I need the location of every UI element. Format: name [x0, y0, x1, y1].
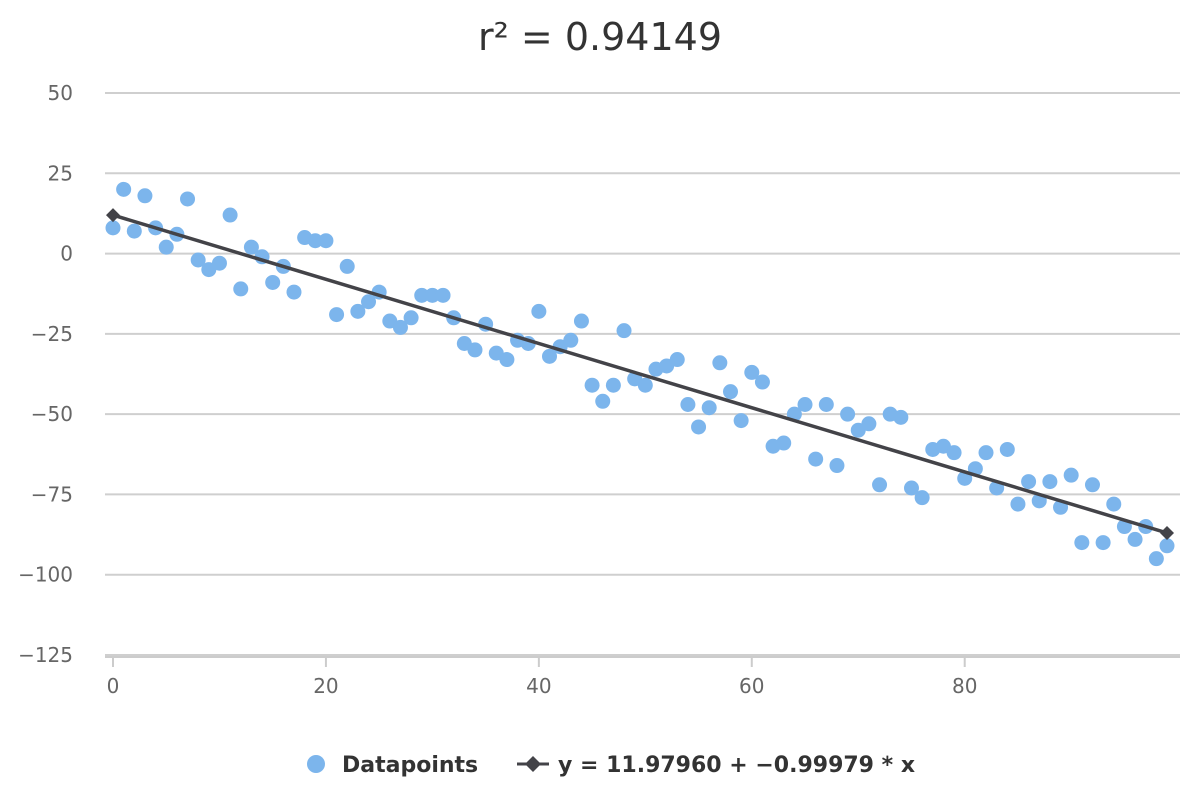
data-point[interactable] — [808, 451, 824, 467]
y-tick-label: 50 — [48, 81, 73, 105]
legend-item-datapoints[interactable]: Datapoints — [307, 753, 478, 778]
data-point[interactable] — [222, 207, 238, 223]
data-point[interactable] — [1021, 474, 1037, 490]
data-point[interactable] — [542, 348, 558, 364]
legend-label-trendline: y = 11.97960 + −0.99979 * x — [558, 753, 915, 778]
data-point[interactable] — [616, 323, 632, 339]
y-tick-label: 25 — [48, 161, 73, 185]
data-point[interactable] — [1074, 535, 1090, 551]
x-tick-label: 80 — [952, 674, 977, 698]
data-point[interactable] — [1095, 535, 1111, 551]
data-point[interactable] — [1127, 531, 1143, 547]
x-tick-label: 20 — [313, 674, 338, 698]
data-point[interactable] — [1159, 538, 1175, 554]
data-point[interactable] — [872, 477, 888, 493]
data-point[interactable] — [467, 342, 483, 358]
data-point[interactable] — [712, 355, 728, 371]
data-point[interactable] — [914, 490, 930, 506]
data-point[interactable] — [339, 258, 355, 274]
data-point[interactable] — [584, 377, 600, 393]
data-point[interactable] — [893, 409, 909, 425]
data-point[interactable] — [861, 416, 877, 432]
chart-title: r² = 0.94149 — [478, 15, 722, 59]
data-point[interactable] — [1042, 474, 1058, 490]
data-point[interactable] — [701, 400, 717, 416]
x-tick-label: 60 — [739, 674, 764, 698]
data-point[interactable] — [158, 239, 174, 255]
data-point[interactable] — [595, 393, 611, 409]
data-point[interactable] — [350, 303, 366, 319]
y-tick-label: −100 — [18, 563, 73, 587]
data-point[interactable] — [754, 374, 770, 390]
data-point[interactable] — [329, 307, 345, 323]
data-point[interactable] — [978, 445, 994, 461]
legend-marker-datapoints — [307, 755, 325, 773]
grid-lines — [105, 92, 1180, 658]
data-point[interactable] — [1106, 496, 1122, 512]
y-tick-label: 0 — [60, 242, 73, 266]
data-point[interactable] — [116, 181, 132, 197]
data-point[interactable] — [243, 239, 259, 255]
data-point[interactable] — [840, 406, 856, 422]
data-point[interactable] — [307, 233, 323, 249]
x-tick-label: 0 — [107, 674, 120, 698]
data-point[interactable] — [211, 255, 227, 271]
data-point[interactable] — [744, 364, 760, 380]
data-point[interactable] — [637, 377, 653, 393]
data-point[interactable] — [403, 310, 419, 326]
data-point[interactable] — [946, 445, 962, 461]
data-point[interactable] — [424, 287, 440, 303]
data-point[interactable] — [531, 303, 547, 319]
data-point[interactable] — [126, 223, 142, 239]
data-point[interactable] — [435, 287, 451, 303]
legend: Datapoints y = 11.97960 + −0.99979 * x — [307, 753, 915, 778]
y-tick-label: −75 — [31, 482, 73, 506]
data-point[interactable] — [392, 319, 408, 335]
data-point[interactable] — [1148, 551, 1164, 567]
data-point[interactable] — [573, 313, 589, 329]
trend-line-endpoint[interactable] — [1160, 525, 1174, 540]
data-point[interactable] — [137, 188, 153, 204]
trend-line[interactable] — [112, 213, 1168, 535]
data-point[interactable] — [265, 274, 281, 290]
data-point[interactable] — [691, 419, 707, 435]
data-point[interactable] — [903, 480, 919, 496]
data-point[interactable] — [818, 397, 834, 413]
data-point[interactable] — [669, 352, 685, 368]
data-point[interactable] — [563, 332, 579, 348]
data-point[interactable] — [999, 441, 1015, 457]
legend-item-trendline[interactable]: y = 11.97960 + −0.99979 * x — [517, 753, 915, 778]
data-point[interactable] — [1084, 477, 1100, 493]
trend-line-endpoint[interactable] — [106, 208, 120, 223]
data-point[interactable] — [286, 284, 302, 300]
data-point[interactable] — [722, 384, 738, 400]
data-point[interactable] — [190, 252, 206, 268]
data-point[interactable] — [797, 397, 813, 413]
y-axis-ticks: 50 25 0 −25 −50 −75 −100 −125 — [18, 81, 73, 667]
data-point[interactable] — [361, 294, 377, 310]
data-point[interactable] — [180, 191, 196, 207]
data-point[interactable] — [733, 413, 749, 429]
data-point[interactable] — [105, 220, 121, 236]
data-point[interactable] — [1063, 467, 1079, 483]
data-point[interactable] — [829, 458, 845, 474]
data-point[interactable] — [605, 377, 621, 393]
trend-line-group — [106, 208, 1174, 540]
x-tick-label: 40 — [526, 674, 551, 698]
y-tick-label: −50 — [31, 402, 73, 426]
legend-label-datapoints: Datapoints — [342, 753, 478, 778]
y-tick-label: −125 — [18, 643, 73, 667]
data-point[interactable] — [680, 397, 696, 413]
y-tick-label: −25 — [31, 322, 73, 346]
data-point[interactable] — [1010, 496, 1026, 512]
legend-marker-trendline — [525, 756, 541, 772]
data-point[interactable] — [233, 281, 249, 297]
data-point[interactable] — [414, 287, 430, 303]
data-point[interactable] — [499, 352, 515, 368]
data-point[interactable] — [318, 233, 334, 249]
scatter-points — [105, 181, 1175, 567]
data-point[interactable] — [776, 435, 792, 451]
x-axis-ticks: 0 20 40 60 80 — [107, 657, 977, 698]
